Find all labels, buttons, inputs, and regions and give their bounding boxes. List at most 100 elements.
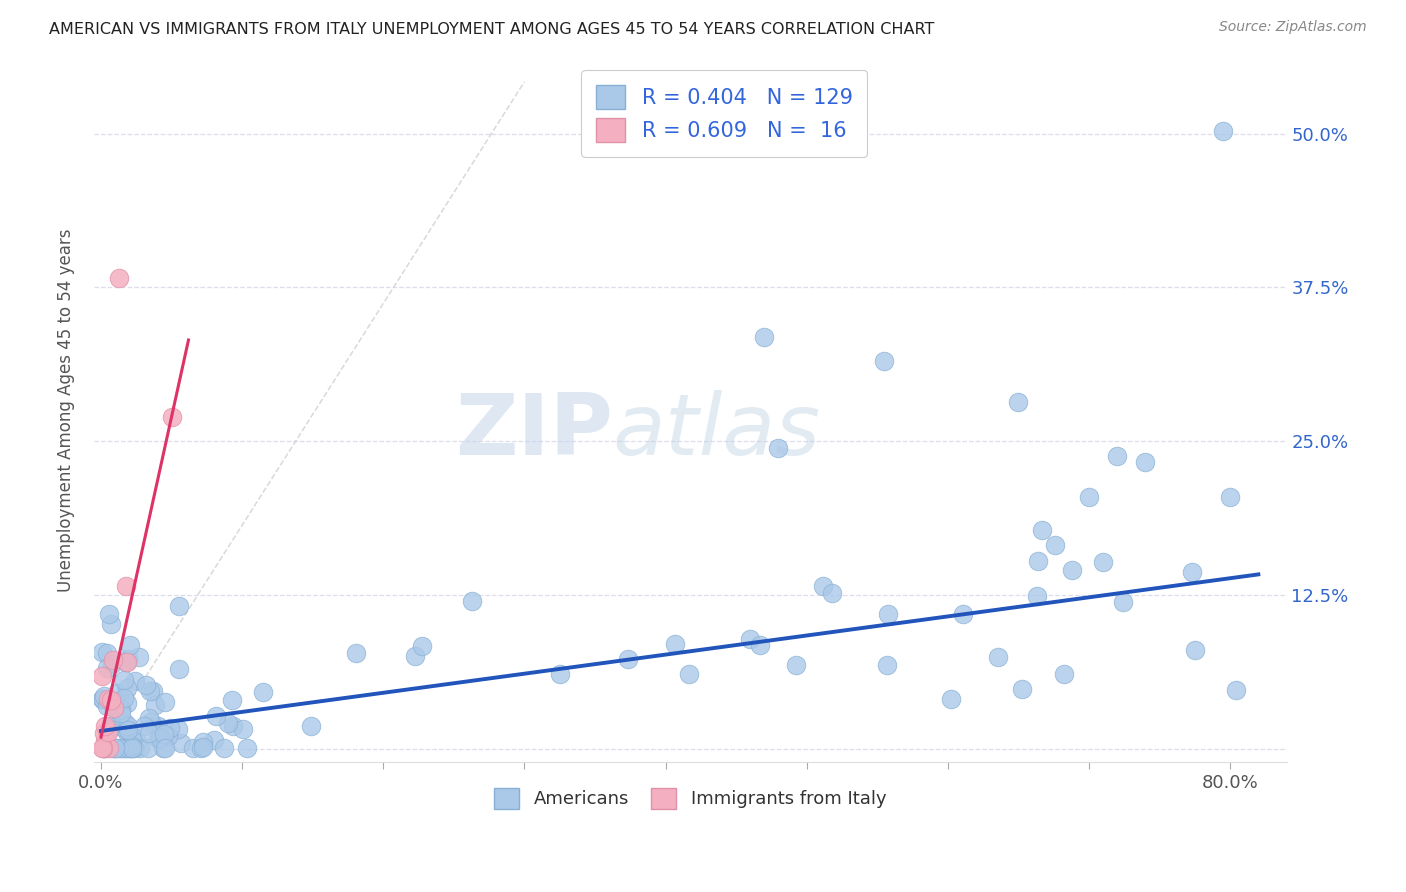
- Point: [344, 646, 367, 660]
- Point: [939, 691, 962, 706]
- Point: [664, 637, 686, 651]
- Point: [183, 741, 205, 756]
- Point: [1091, 556, 1114, 570]
- Point: [117, 719, 139, 733]
- Point: [110, 706, 132, 720]
- Point: [117, 652, 139, 666]
- Point: [157, 729, 180, 743]
- Point: [548, 667, 571, 681]
- Point: [1053, 667, 1076, 681]
- Point: [117, 723, 139, 738]
- Point: [232, 722, 254, 736]
- Point: [101, 653, 124, 667]
- Point: [768, 441, 790, 455]
- Point: [115, 655, 138, 669]
- Legend: Americans, Immigrants from Italy: Americans, Immigrants from Italy: [486, 780, 894, 816]
- Point: [167, 723, 190, 737]
- Point: [204, 709, 226, 723]
- Point: [1112, 595, 1135, 609]
- Point: [105, 686, 128, 700]
- Point: [1135, 455, 1157, 469]
- Point: [112, 690, 135, 705]
- Point: [105, 719, 128, 733]
- Point: [1026, 590, 1049, 604]
- Point: [1026, 554, 1049, 568]
- Point: [1219, 490, 1241, 504]
- Point: [118, 741, 141, 756]
- Point: [96, 646, 118, 660]
- Point: [153, 741, 176, 756]
- Point: [91, 692, 114, 706]
- Point: [148, 719, 170, 733]
- Point: [1107, 450, 1129, 464]
- Point: [112, 673, 135, 687]
- Point: [117, 724, 139, 739]
- Point: [987, 649, 1010, 664]
- Point: [873, 354, 896, 368]
- Point: [104, 741, 127, 756]
- Point: [152, 741, 174, 756]
- Point: [121, 739, 143, 753]
- Point: [299, 719, 322, 733]
- Point: [128, 650, 150, 665]
- Point: [96, 691, 118, 706]
- Point: [100, 693, 122, 707]
- Point: [876, 657, 898, 672]
- Point: [105, 741, 128, 756]
- Point: [236, 741, 259, 756]
- Point: [169, 662, 191, 676]
- Point: [121, 741, 143, 756]
- Text: Source: ZipAtlas.com: Source: ZipAtlas.com: [1219, 20, 1367, 34]
- Point: [877, 607, 900, 621]
- Point: [153, 727, 176, 741]
- Point: [110, 702, 132, 716]
- Point: [110, 741, 132, 756]
- Point: [221, 693, 243, 707]
- Point: [100, 617, 122, 632]
- Point: [94, 741, 117, 756]
- Point: [138, 683, 160, 698]
- Point: [122, 741, 145, 756]
- Point: [167, 599, 190, 614]
- Point: [142, 683, 165, 698]
- Point: [93, 726, 115, 740]
- Point: [1011, 681, 1033, 696]
- Point: [103, 700, 125, 714]
- Point: [1212, 124, 1234, 138]
- Point: [101, 657, 124, 671]
- Point: [136, 741, 159, 756]
- Point: [101, 741, 124, 756]
- Point: [1184, 643, 1206, 657]
- Point: [404, 648, 426, 663]
- Point: [135, 678, 157, 692]
- Point: [1060, 563, 1083, 577]
- Point: [114, 741, 136, 756]
- Point: [103, 741, 125, 756]
- Point: [100, 718, 122, 732]
- Point: [108, 270, 131, 285]
- Point: [190, 741, 212, 756]
- Y-axis label: Unemployment Among Ages 45 to 54 years: Unemployment Among Ages 45 to 54 years: [58, 229, 75, 592]
- Point: [107, 702, 129, 716]
- Point: [118, 638, 141, 652]
- Point: [153, 695, 176, 709]
- Point: [159, 721, 181, 735]
- Point: [141, 715, 163, 730]
- Point: [96, 698, 118, 713]
- Point: [461, 594, 484, 608]
- Point: [91, 669, 114, 683]
- Point: [121, 729, 143, 743]
- Point: [93, 741, 115, 756]
- Point: [115, 681, 138, 695]
- Point: [91, 645, 114, 659]
- Point: [114, 716, 136, 731]
- Point: [617, 651, 640, 665]
- Point: [222, 719, 245, 733]
- Point: [252, 684, 274, 698]
- Point: [96, 661, 118, 675]
- Point: [749, 638, 772, 652]
- Point: [110, 694, 132, 708]
- Point: [191, 735, 214, 749]
- Point: [160, 409, 183, 424]
- Point: [91, 741, 114, 756]
